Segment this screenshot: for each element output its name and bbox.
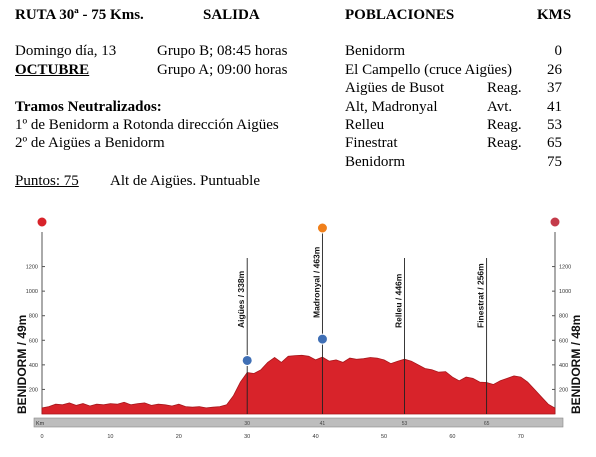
tramos-title: Tramos Neutralizados: bbox=[15, 99, 162, 115]
poblacion-name: Relleu bbox=[345, 117, 385, 133]
y-tick-label-right: 1000 bbox=[559, 289, 571, 295]
marker-km-label: 41 bbox=[320, 421, 326, 427]
kms-heading: KMS bbox=[537, 7, 572, 23]
poblaciones-heading: POBLACIONES bbox=[345, 7, 455, 23]
poblacion-tag: Reag. bbox=[487, 80, 522, 96]
puntos-label: Puntos: 75 bbox=[15, 173, 79, 189]
poblacion-name: Finestrat bbox=[345, 135, 398, 151]
ruta-title: RUTA 30ª - 75 Kms. bbox=[15, 7, 144, 23]
poblacion-km: 41 bbox=[547, 99, 562, 115]
poblacion-name: Benidorm bbox=[345, 43, 405, 59]
poblacion-name: Alt, Madronyal bbox=[345, 99, 438, 115]
marker-km-label: 30 bbox=[244, 421, 250, 427]
x-tick-label: 10 bbox=[107, 434, 113, 440]
poblacion-km: 0 bbox=[554, 43, 563, 59]
poblacion-km: 26 bbox=[547, 62, 562, 78]
grupo-b-time: Grupo B; 08:45 horas bbox=[157, 43, 288, 59]
marker-label: Madronyal / 463m bbox=[311, 246, 321, 318]
start-icon bbox=[36, 216, 48, 228]
event-date: Domingo día, 13 bbox=[15, 43, 117, 59]
y-tick-label-left: 800 bbox=[29, 314, 38, 320]
poblacion-name: El Campello (cruce Aigües) bbox=[345, 62, 513, 78]
feed-zone-icon bbox=[316, 333, 328, 345]
x-tick-label: 50 bbox=[381, 434, 387, 440]
tramo-2: 2º de Aigües a Benidorm bbox=[15, 135, 165, 151]
event-month: OCTUBRE bbox=[15, 62, 90, 78]
poblacion-name: Benidorm bbox=[345, 154, 405, 170]
y-tick-label-right: 200 bbox=[559, 387, 568, 393]
start-label: BENIDORM / 49m bbox=[15, 315, 29, 414]
poblacion-km: 65 bbox=[547, 135, 562, 151]
poblacion-name: Aigües de Busot bbox=[345, 80, 445, 96]
x-tick-label: 30 bbox=[244, 434, 250, 440]
x-tick-label: 20 bbox=[176, 434, 182, 440]
x-tick-label: 70 bbox=[518, 434, 524, 440]
y-tick-label-left: 200 bbox=[29, 387, 38, 393]
y-tick-label-right: 400 bbox=[559, 363, 568, 369]
y-tick-label-right: 1200 bbox=[559, 265, 571, 271]
poblacion-km: 53 bbox=[547, 117, 562, 133]
x-tick-label: 60 bbox=[449, 434, 455, 440]
salida-heading: SALIDA bbox=[203, 7, 260, 23]
feed-zone-icon bbox=[241, 354, 253, 366]
end-label: BENIDORM / 48m bbox=[569, 315, 583, 414]
marker-label: Aigües / 338m bbox=[236, 270, 246, 328]
x-tick-label: 40 bbox=[313, 434, 319, 440]
marker-km-label: 53 bbox=[402, 421, 408, 427]
poblacion-tag: Avt. bbox=[487, 99, 513, 115]
km-unit-label: Km bbox=[36, 421, 45, 427]
poblacion-tag: Reag. bbox=[487, 135, 522, 151]
climb-icon bbox=[316, 222, 328, 234]
elevation-area bbox=[41, 354, 556, 415]
grupo-a-time: Grupo A; 09:00 horas bbox=[157, 62, 288, 78]
y-tick-label-left: 600 bbox=[29, 338, 38, 344]
poblacion-km: 75 bbox=[547, 154, 562, 170]
puntuable-note: Alt de Aigües. Puntuable bbox=[110, 173, 260, 189]
km-axis-bar bbox=[33, 417, 564, 428]
y-tick-label-left: 400 bbox=[29, 363, 38, 369]
tramo-1: 1º de Benidorm a Rotonda dirección Aigüe… bbox=[15, 117, 279, 133]
marker-label: Relleu / 446m bbox=[394, 273, 404, 328]
poblacion-km: 37 bbox=[547, 80, 562, 96]
marker-label: Finestrat / 256m bbox=[476, 263, 486, 328]
poblacion-tag: Reag. bbox=[487, 117, 522, 133]
marker-km-label: 65 bbox=[484, 421, 490, 427]
y-tick-label-left: 1000 bbox=[26, 289, 38, 295]
y-tick-label-right: 800 bbox=[559, 314, 568, 320]
x-tick-label: 0 bbox=[40, 434, 43, 440]
finish-flag-icon bbox=[549, 216, 561, 228]
y-tick-label-left: 1200 bbox=[26, 265, 38, 271]
y-tick-label-right: 600 bbox=[559, 338, 568, 344]
